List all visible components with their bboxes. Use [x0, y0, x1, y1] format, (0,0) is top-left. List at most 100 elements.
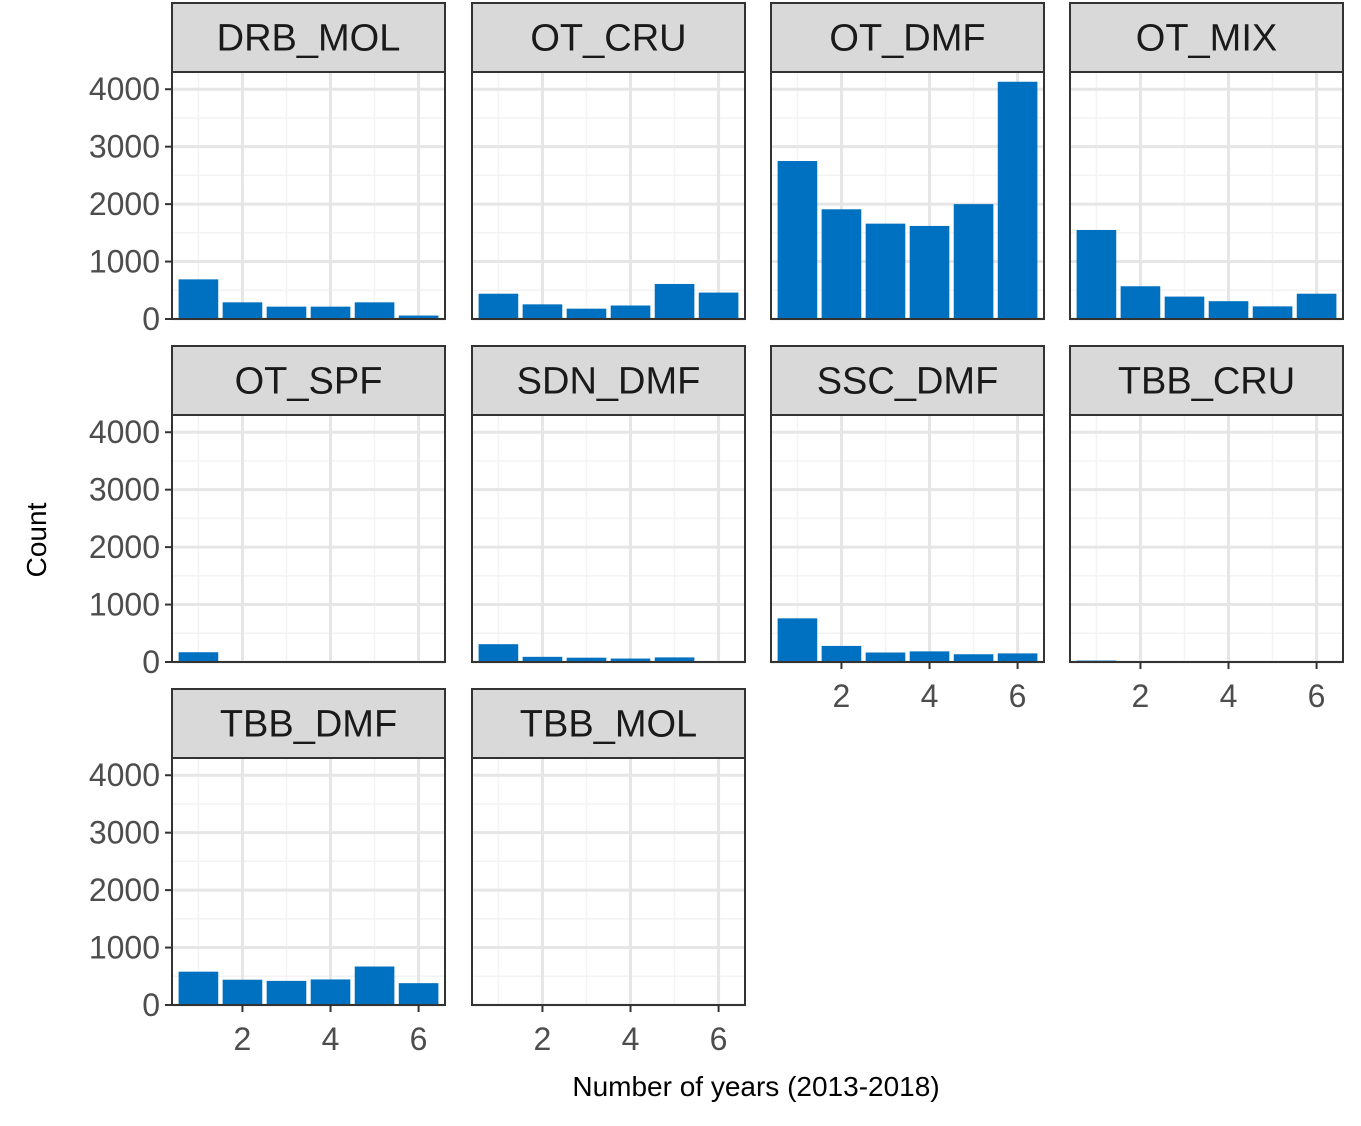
- panel-border: [471, 414, 746, 663]
- bar: [654, 283, 695, 319]
- panel-background: [172, 415, 445, 662]
- x-tick-label: 6: [710, 1021, 728, 1057]
- panel-border: [171, 757, 446, 1006]
- bar: [222, 979, 263, 1005]
- bar: [997, 81, 1038, 320]
- bar: [777, 161, 818, 319]
- y-tick-label: 3000: [89, 472, 160, 508]
- facet-panel: TBB_DMF 0 1000 2000 3000 4000 2 4 6: [89, 688, 446, 1057]
- facet-strip: [171, 2, 446, 73]
- bar: [1164, 296, 1205, 319]
- y-tick-label: 2000: [89, 529, 160, 565]
- bar: [222, 302, 263, 319]
- y-tick-label: 0: [142, 301, 160, 337]
- x-tick-label: 2: [534, 1021, 552, 1057]
- bar: [1296, 293, 1337, 319]
- facet-strip: [471, 688, 746, 759]
- bar: [1120, 286, 1161, 319]
- x-tick-label: 4: [1220, 678, 1238, 714]
- bar: [654, 657, 695, 662]
- facet-strip: [770, 345, 1045, 416]
- bar: [354, 966, 395, 1005]
- facet-title: OT_CRU: [530, 18, 686, 60]
- x-tick-label: 6: [410, 1021, 428, 1057]
- panel-background: [1070, 415, 1343, 662]
- bar: [1208, 301, 1249, 319]
- panel-border: [1069, 414, 1344, 663]
- facet-panel: TBB_CRU 2 4 6: [1069, 345, 1344, 714]
- facet-title: OT_DMF: [829, 18, 985, 60]
- y-tick-label: 0: [142, 644, 160, 680]
- bar: [953, 204, 994, 319]
- bar: [478, 293, 519, 319]
- bar: [698, 292, 739, 319]
- x-tick-label: 4: [921, 678, 939, 714]
- bar: [178, 279, 219, 319]
- bar: [266, 306, 307, 319]
- bar: [398, 315, 439, 319]
- x-tick-label: 4: [622, 1021, 640, 1057]
- panel-border: [1069, 71, 1344, 320]
- bar: [354, 302, 395, 319]
- facet-panel: DRB_MOL 0 1000 2000 3000 4000: [89, 2, 446, 337]
- bar: [1076, 229, 1117, 319]
- y-tick-label: 1000: [89, 587, 160, 623]
- bar: [310, 979, 351, 1005]
- panel-border: [770, 414, 1045, 663]
- y-axis-title: Count: [21, 502, 52, 577]
- facet-panel: SDN_DMF: [471, 345, 746, 664]
- facet-panel: OT_SPF 0 1000 2000 3000 4000: [89, 345, 446, 680]
- panel-border: [171, 71, 446, 320]
- facet-strip: [471, 345, 746, 416]
- bar: [310, 306, 351, 319]
- facet-strip: [770, 2, 1045, 73]
- facet-title: DRB_MOL: [217, 18, 401, 60]
- facet-panels: DRB_MOL 0 1000 2000 3000 4000 OT_CRU OT_DMF OT_M…: [89, 2, 1344, 1057]
- bar: [997, 653, 1038, 662]
- x-tick-label: 2: [234, 1021, 252, 1057]
- facet-panel: TBB_MOL 2 4 6: [471, 688, 746, 1057]
- bar: [953, 654, 994, 662]
- panel-border: [471, 71, 746, 320]
- bar: [865, 223, 906, 319]
- bar: [865, 652, 906, 662]
- x-axis-title: Number of years (2013-2018): [572, 1071, 939, 1102]
- panel-background: [172, 72, 445, 319]
- facet-title: OT_MIX: [1136, 18, 1277, 60]
- bar: [566, 308, 607, 319]
- facet-panel: OT_MIX: [1069, 2, 1344, 321]
- panel-background: [472, 758, 745, 1005]
- facet-strip: [471, 2, 746, 73]
- bar: [178, 652, 219, 662]
- facet-panel: SSC_DMF 2 4 6: [770, 345, 1045, 714]
- y-tick-label: 4000: [89, 414, 160, 450]
- facet-title: TBB_DMF: [220, 704, 397, 746]
- x-tick-label: 6: [1009, 678, 1027, 714]
- facet-strip: [171, 345, 446, 416]
- bar: [266, 980, 307, 1005]
- x-tick-label: 2: [1132, 678, 1150, 714]
- bar: [522, 656, 563, 662]
- x-tick-label: 6: [1308, 678, 1326, 714]
- panel-border: [471, 757, 746, 1006]
- panel-background: [472, 72, 745, 319]
- facet-panel: OT_CRU: [471, 2, 746, 321]
- bar: [909, 225, 950, 319]
- bar: [522, 304, 563, 319]
- bar: [610, 305, 651, 319]
- y-tick-label: 2000: [89, 186, 160, 222]
- y-tick-label: 3000: [89, 815, 160, 851]
- bar: [777, 618, 818, 662]
- bar: [478, 644, 519, 662]
- facet-title: TBB_MOL: [520, 704, 697, 746]
- bar: [178, 971, 219, 1005]
- panel-background: [472, 415, 745, 662]
- bar: [821, 645, 862, 662]
- y-tick-label: 1000: [89, 244, 160, 280]
- y-tick-label: 0: [142, 987, 160, 1023]
- facet-strip: [1069, 2, 1344, 73]
- y-tick-label: 4000: [89, 757, 160, 793]
- panel-border: [770, 71, 1045, 320]
- panel-border: [171, 414, 446, 663]
